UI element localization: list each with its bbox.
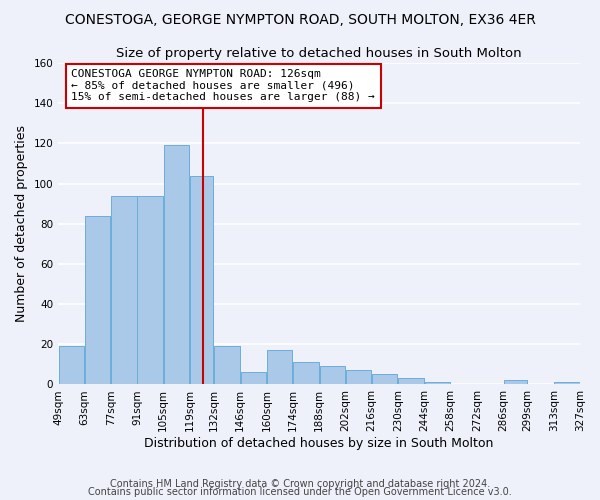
Title: Size of property relative to detached houses in South Molton: Size of property relative to detached ho…	[116, 48, 522, 60]
Bar	[554, 382, 580, 384]
Text: CONESTOGA GEORGE NYMPTON ROAD: 126sqm
← 85% of detached houses are smaller (496): CONESTOGA GEORGE NYMPTON ROAD: 126sqm ← …	[71, 69, 375, 102]
X-axis label: Distribution of detached houses by size in South Molton: Distribution of detached houses by size …	[145, 437, 494, 450]
Bar	[214, 346, 240, 385]
Bar	[320, 366, 345, 384]
Bar	[398, 378, 424, 384]
Text: Contains HM Land Registry data © Crown copyright and database right 2024.: Contains HM Land Registry data © Crown c…	[110, 479, 490, 489]
Bar	[372, 374, 397, 384]
Text: Contains public sector information licensed under the Open Government Licence v3: Contains public sector information licen…	[88, 487, 512, 497]
Bar	[241, 372, 266, 384]
Bar	[267, 350, 292, 384]
Bar	[59, 346, 84, 385]
Text: CONESTOGA, GEORGE NYMPTON ROAD, SOUTH MOLTON, EX36 4ER: CONESTOGA, GEORGE NYMPTON ROAD, SOUTH MO…	[65, 12, 535, 26]
Bar	[503, 380, 527, 384]
Bar	[190, 176, 214, 384]
Y-axis label: Number of detached properties: Number of detached properties	[15, 126, 28, 322]
Bar	[164, 146, 189, 384]
Bar	[111, 196, 137, 384]
Bar	[346, 370, 371, 384]
Bar	[137, 196, 163, 384]
Bar	[85, 216, 110, 384]
Bar	[425, 382, 450, 384]
Bar	[293, 362, 319, 384]
